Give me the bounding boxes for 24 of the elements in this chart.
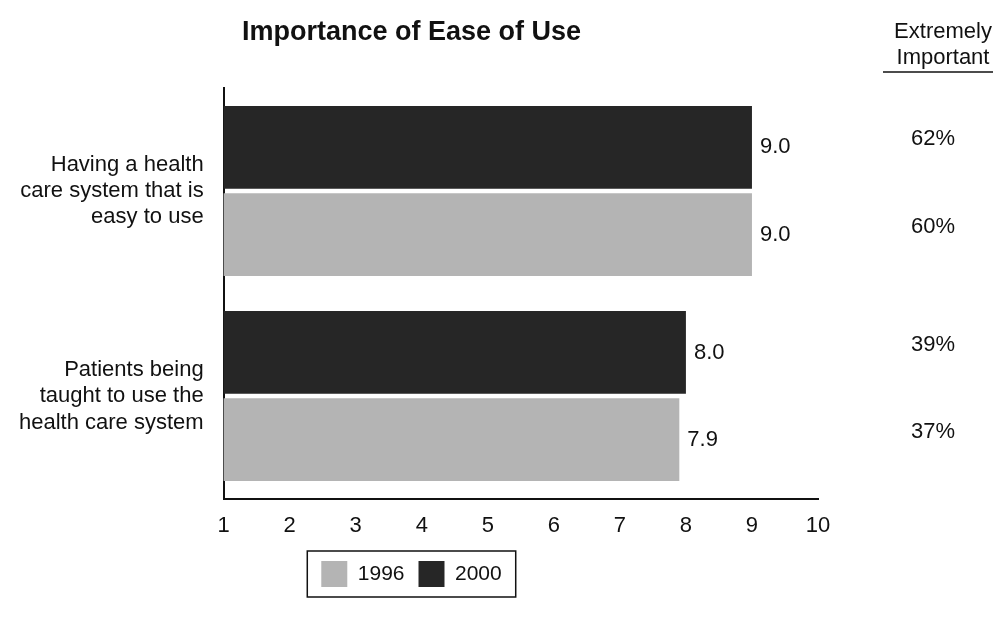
data-label: 7.9 [687, 425, 718, 451]
x-tick-label: 7 [613, 511, 626, 537]
x-tick-label: 5 [481, 511, 494, 537]
x-tick-label: 4 [415, 511, 428, 537]
data-label: 9.0 [759, 133, 791, 159]
legend-label: 1996 [357, 560, 405, 584]
text: 37% [910, 417, 956, 443]
x-tick-label: 10 [805, 511, 831, 537]
text: Extremely Important [894, 18, 992, 69]
x-tick-label: 1 [217, 511, 230, 537]
data-label: 9.0 [759, 220, 791, 246]
text: 60% [910, 212, 956, 238]
data-label: 8.0 [693, 338, 725, 364]
x-tick-label: 3 [349, 511, 362, 537]
x-tick-label: 2 [283, 511, 296, 537]
y-tick-label: Patients being taught to use the health care system [19, 355, 204, 434]
chart-title: Importance of Ease of Use [241, 15, 582, 46]
text: 62% [910, 125, 956, 151]
x-tick-label: 8 [679, 511, 693, 537]
x-tick-label: 9 [745, 511, 759, 537]
y-tick-label: Having a health care system that is easy to use [20, 150, 204, 229]
x-tick-label: 6 [547, 511, 560, 537]
text: 39% [910, 330, 956, 356]
legend-label: 2000 [455, 560, 502, 584]
